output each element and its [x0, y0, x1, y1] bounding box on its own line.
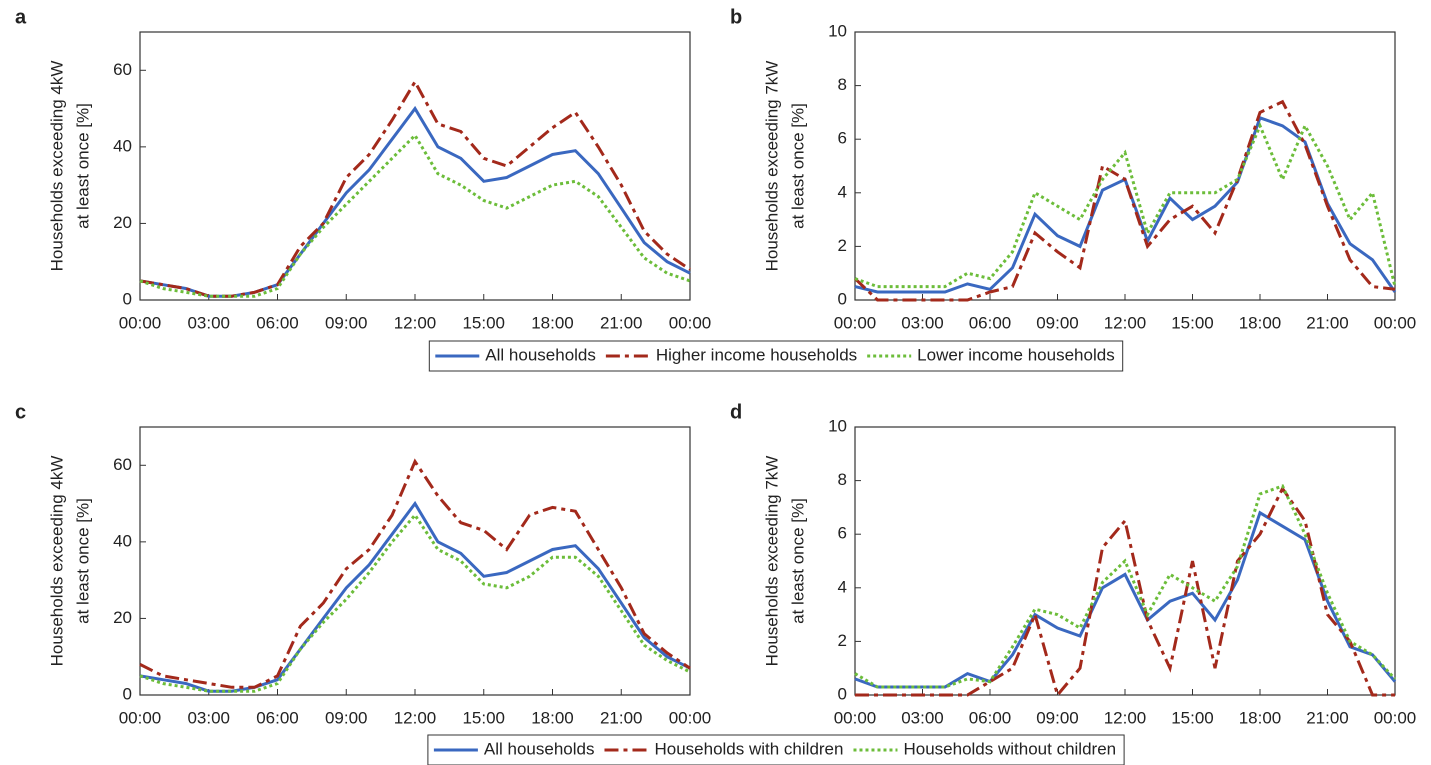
legend-label: Lower income households: [917, 345, 1115, 364]
x-tick-label: 21:00: [600, 708, 643, 727]
x-tick-label: 12:00: [1104, 708, 1147, 727]
x-tick-label: 12:00: [394, 708, 437, 727]
x-tick-label: 00:00: [1374, 708, 1417, 727]
x-tick-label: 00:00: [669, 313, 712, 332]
y-tick-label: 0: [123, 684, 132, 703]
panel-label: d: [730, 401, 742, 423]
x-tick-label: 09:00: [325, 313, 368, 332]
legend-box: [427, 734, 1125, 765]
series-line: [855, 485, 1395, 699]
x-tick-label: 00:00: [1374, 313, 1417, 332]
y-tick-label: 10: [828, 416, 847, 435]
x-tick-label: 09:00: [1036, 313, 1079, 332]
y-tick-label: 2: [838, 631, 847, 650]
series-line: [854, 115, 1397, 294]
x-tick-label: 15:00: [1171, 313, 1214, 332]
series-line: [139, 78, 691, 298]
x-tick-label: 03:00: [901, 313, 944, 332]
x-tick-label: 18:00: [531, 708, 574, 727]
legend-label: Households with children: [654, 739, 843, 758]
y-tick-label: 60: [113, 455, 132, 474]
y-tick-label: 2: [838, 236, 847, 255]
x-tick-label: 12:00: [1104, 313, 1147, 332]
y-axis-label: at least once [%]: [73, 103, 92, 229]
y-tick-label: 40: [113, 136, 132, 155]
y-axis-label: at least once [%]: [788, 498, 807, 624]
legend: All households Higher income households Lo…: [428, 340, 1124, 372]
y-tick-label: 60: [113, 60, 132, 79]
y-tick-label: 4: [838, 182, 847, 201]
x-tick-label: 18:00: [531, 313, 574, 332]
series-line: [139, 132, 691, 298]
legend-label: All households: [485, 345, 596, 364]
x-tick-label: 09:00: [1036, 708, 1079, 727]
series-line: [854, 484, 1397, 689]
x-tick-label: 03:00: [187, 708, 230, 727]
series-line: [139, 512, 691, 693]
x-tick-label: 00:00: [119, 708, 162, 727]
x-tick-label: 12:00: [394, 313, 437, 332]
x-tick-label: 15:00: [1171, 708, 1214, 727]
legend-label: All households: [484, 739, 595, 758]
y-tick-label: 6: [838, 129, 847, 148]
x-tick-label: 06:00: [969, 313, 1012, 332]
plot-frame: [139, 426, 691, 696]
y-axis-label: Households exceeding 4kW: [47, 61, 66, 272]
series-line: [139, 458, 691, 689]
x-tick-label: 03:00: [187, 313, 230, 332]
panel-label: c: [15, 401, 26, 423]
y-tick-label: 10: [828, 21, 847, 40]
y-axis-label: Households exceeding 7kW: [762, 456, 781, 667]
y-axis-label: Households exceeding 4kW: [47, 456, 66, 667]
series-line: [854, 510, 1397, 689]
x-tick-label: 00:00: [834, 313, 877, 332]
y-tick-label: 20: [113, 213, 132, 232]
plot-frame: [139, 31, 691, 301]
x-tick-label: 18:00: [1239, 708, 1282, 727]
legend-label: Households without children: [903, 739, 1116, 758]
y-tick-label: 0: [838, 289, 847, 308]
y-tick-label: 20: [113, 608, 132, 627]
y-axis-label: Households exceeding 7kW: [762, 61, 781, 272]
plot-frame: [854, 426, 1396, 696]
y-axis-label: at least once [%]: [73, 498, 92, 624]
x-tick-label: 18:00: [1239, 313, 1282, 332]
y-tick-label: 4: [838, 577, 847, 596]
legend: All households Households with children Ho…: [427, 734, 1125, 765]
panel-label: a: [15, 6, 27, 28]
x-tick-label: 06:00: [969, 708, 1012, 727]
legend-label: Higher income households: [656, 345, 857, 364]
x-tick-label: 03:00: [901, 708, 944, 727]
x-tick-label: 06:00: [256, 313, 299, 332]
x-tick-label: 15:00: [462, 708, 505, 727]
y-axis-label: at least once [%]: [788, 103, 807, 229]
series-line: [853, 99, 1396, 302]
x-tick-label: 21:00: [1306, 313, 1349, 332]
series-line: [854, 121, 1397, 289]
x-tick-label: 09:00: [325, 708, 368, 727]
y-tick-label: 8: [838, 470, 847, 489]
legend-box: [428, 340, 1124, 372]
x-tick-label: 00:00: [119, 313, 162, 332]
panel-label: b: [730, 6, 742, 28]
y-tick-label: 8: [838, 75, 847, 94]
plot-frame: [854, 31, 1396, 301]
x-tick-label: 21:00: [600, 313, 643, 332]
x-tick-label: 00:00: [669, 708, 712, 727]
y-tick-label: 6: [838, 524, 847, 543]
y-tick-label: 40: [113, 531, 132, 550]
series-line: [139, 500, 691, 693]
x-tick-label: 00:00: [834, 708, 877, 727]
y-tick-label: 0: [838, 684, 847, 703]
x-tick-label: 15:00: [462, 313, 505, 332]
x-tick-label: 06:00: [256, 708, 299, 727]
y-tick-label: 0: [123, 289, 132, 308]
x-tick-label: 21:00: [1306, 708, 1349, 727]
